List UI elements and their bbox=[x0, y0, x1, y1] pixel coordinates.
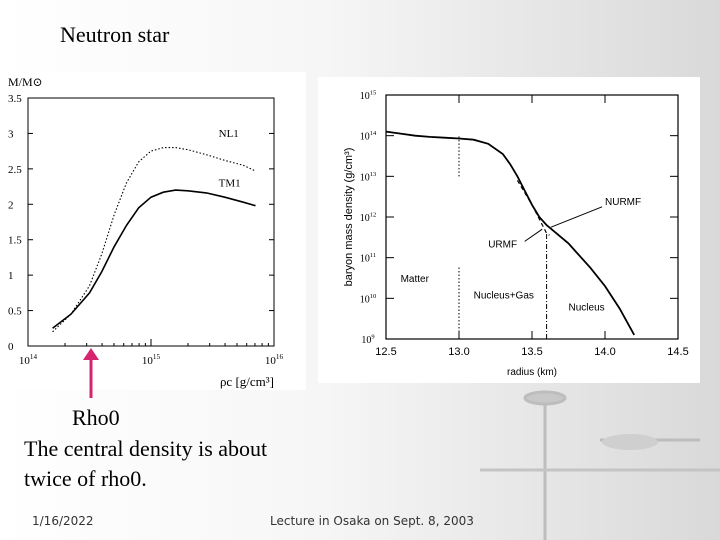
plot-frame bbox=[385, 94, 679, 340]
y-tick-label: 1015 bbox=[360, 90, 377, 103]
y-tick-label: 0 bbox=[8, 341, 14, 353]
caption-line3: twice of rho0. bbox=[24, 466, 147, 491]
nurmf-pointer bbox=[550, 206, 603, 228]
urmf-pointer bbox=[524, 228, 543, 242]
annotation-nurmf: NURMF bbox=[605, 197, 641, 208]
x-tick-label: 14.0 bbox=[594, 346, 615, 358]
annotation-urmf: URMF bbox=[488, 240, 517, 251]
series-urmf-line bbox=[385, 130, 635, 336]
y-tick-label: 1 bbox=[8, 270, 14, 282]
mass-vs-density-chart: M/M⊙ 0 0.5 1 1.5 2 2.5 3 3.5 1014 1015 1016 ρc [g/cm… bbox=[8, 75, 284, 389]
footer-lecture: Lecture in Osaka on Sept. 8, 2003 bbox=[270, 514, 474, 528]
footer-date: 1/16/2022 bbox=[32, 514, 94, 528]
series-tm1-line bbox=[52, 189, 256, 329]
y-tick-label: 3 bbox=[8, 128, 14, 140]
x-tick-label: 12.5 bbox=[375, 346, 396, 358]
x-tick-label: 1014 bbox=[19, 353, 38, 367]
y-tick-label: 1012 bbox=[360, 212, 377, 225]
y-tick-label: 1013 bbox=[360, 171, 377, 184]
y-tick-label: 1011 bbox=[360, 252, 376, 265]
series-label-nl1: NL1 bbox=[219, 128, 239, 140]
caption-line2: The central density is about bbox=[24, 436, 268, 461]
x-tick-label: 1016 bbox=[265, 353, 284, 367]
caption-rho0: Rho0 bbox=[72, 405, 120, 430]
y-tick-label: 0.5 bbox=[8, 306, 22, 318]
y-tick-label: 1010 bbox=[360, 293, 377, 306]
y-axis-label: baryon mass density (g/cm³) bbox=[343, 148, 355, 287]
series-nl1-line bbox=[52, 147, 256, 333]
rho0-arrow bbox=[83, 348, 99, 398]
y-tick-label: 3.5 bbox=[8, 93, 22, 105]
y-axis-label: M/M⊙ bbox=[8, 75, 43, 89]
x-tick-label: 13.5 bbox=[521, 346, 542, 358]
y-tick-label: 2 bbox=[8, 199, 14, 211]
annotation-matter: Matter bbox=[401, 274, 430, 285]
x-tick-label: 1015 bbox=[142, 353, 161, 367]
x-axis-label: ρc [g/cm³] bbox=[220, 374, 274, 389]
slide-title: Neutron star bbox=[60, 22, 170, 47]
series-label-tm1: TM1 bbox=[219, 178, 241, 190]
y-tick-label: 1014 bbox=[360, 130, 377, 143]
x-tick-label: 13.0 bbox=[448, 346, 469, 358]
x-tick-label: 14.5 bbox=[667, 346, 688, 358]
y-tick-label: 109 bbox=[361, 334, 374, 347]
annotation-nucleus: Nucleus bbox=[569, 303, 605, 314]
annotation-nucleus-gas: Nucleus+Gas bbox=[474, 290, 534, 301]
density-profile-chart: 109 1010 1011 1012 1013 1014 1015 12.5 13.0 13.5 1… bbox=[343, 90, 689, 379]
y-tick-label: 2.5 bbox=[8, 164, 22, 176]
x-axis-label: radius (km) bbox=[507, 367, 557, 378]
series-nurmf-line bbox=[516, 180, 550, 236]
y-tick-label: 1.5 bbox=[8, 235, 22, 247]
mass-density-chart-panel: M/M⊙ 0 0.5 1 1.5 2 2.5 3 3.5 1014 1015 1016 ρc [g/cm… bbox=[2, 72, 306, 390]
density-profile-chart-panel: 109 1010 1011 1012 1013 1014 1015 12.5 13.0 13.5 1… bbox=[318, 77, 700, 383]
